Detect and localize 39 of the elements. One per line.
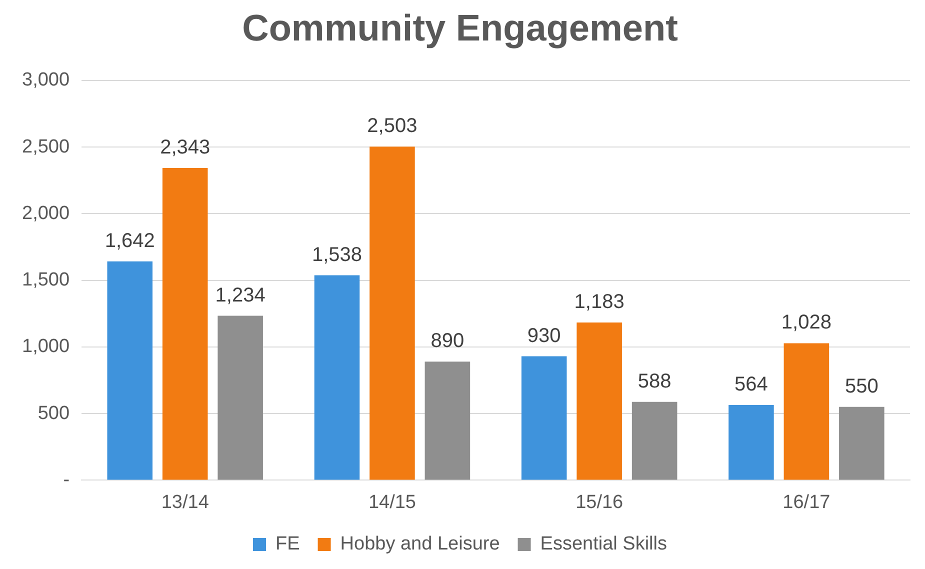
bar — [107, 261, 153, 480]
data-label: 930 — [527, 324, 561, 347]
legend-label: Hobby and Leisure — [340, 534, 500, 555]
data-label: 564 — [734, 374, 768, 396]
y-tick-label: 500 — [38, 402, 70, 424]
y-tick-label: - — [63, 469, 70, 490]
data-label: 890 — [430, 330, 464, 352]
bar — [839, 406, 884, 480]
bar — [424, 362, 470, 480]
legend-label: Essential Skills — [540, 534, 667, 555]
bar — [370, 146, 415, 480]
data-label: 2,503 — [367, 115, 418, 138]
y-tick-label: 1,000 — [22, 336, 70, 358]
data-label: 2,343 — [160, 136, 210, 158]
bar — [314, 275, 360, 480]
chart-title: Community Engagement — [242, 7, 678, 48]
x-tick-label: 15/16 — [576, 492, 624, 513]
bar — [218, 316, 263, 480]
y-tick-label: 1,500 — [22, 270, 70, 291]
data-label: 588 — [638, 370, 672, 392]
data-label: 1,028 — [781, 312, 832, 334]
x-tick-label: 14/15 — [368, 492, 416, 513]
data-label: 1,642 — [104, 230, 155, 252]
bar — [784, 343, 830, 480]
data-label: 550 — [844, 375, 878, 398]
data-label: 1,234 — [215, 284, 266, 306]
y-tick-label: 3,000 — [22, 70, 70, 91]
y-tick-label: 2,000 — [22, 202, 70, 224]
bar — [162, 168, 208, 480]
x-tick-label: 16/17 — [782, 492, 830, 513]
data-label: 1,538 — [312, 244, 362, 266]
y-tick-label: 2,500 — [22, 136, 70, 158]
legend-label: FE — [276, 534, 300, 555]
bar — [576, 322, 622, 480]
bar — [521, 356, 567, 480]
bar — [632, 402, 678, 480]
x-tick-label: 13/14 — [161, 492, 210, 513]
data-label: 1,183 — [574, 291, 624, 314]
bar — [728, 405, 774, 480]
